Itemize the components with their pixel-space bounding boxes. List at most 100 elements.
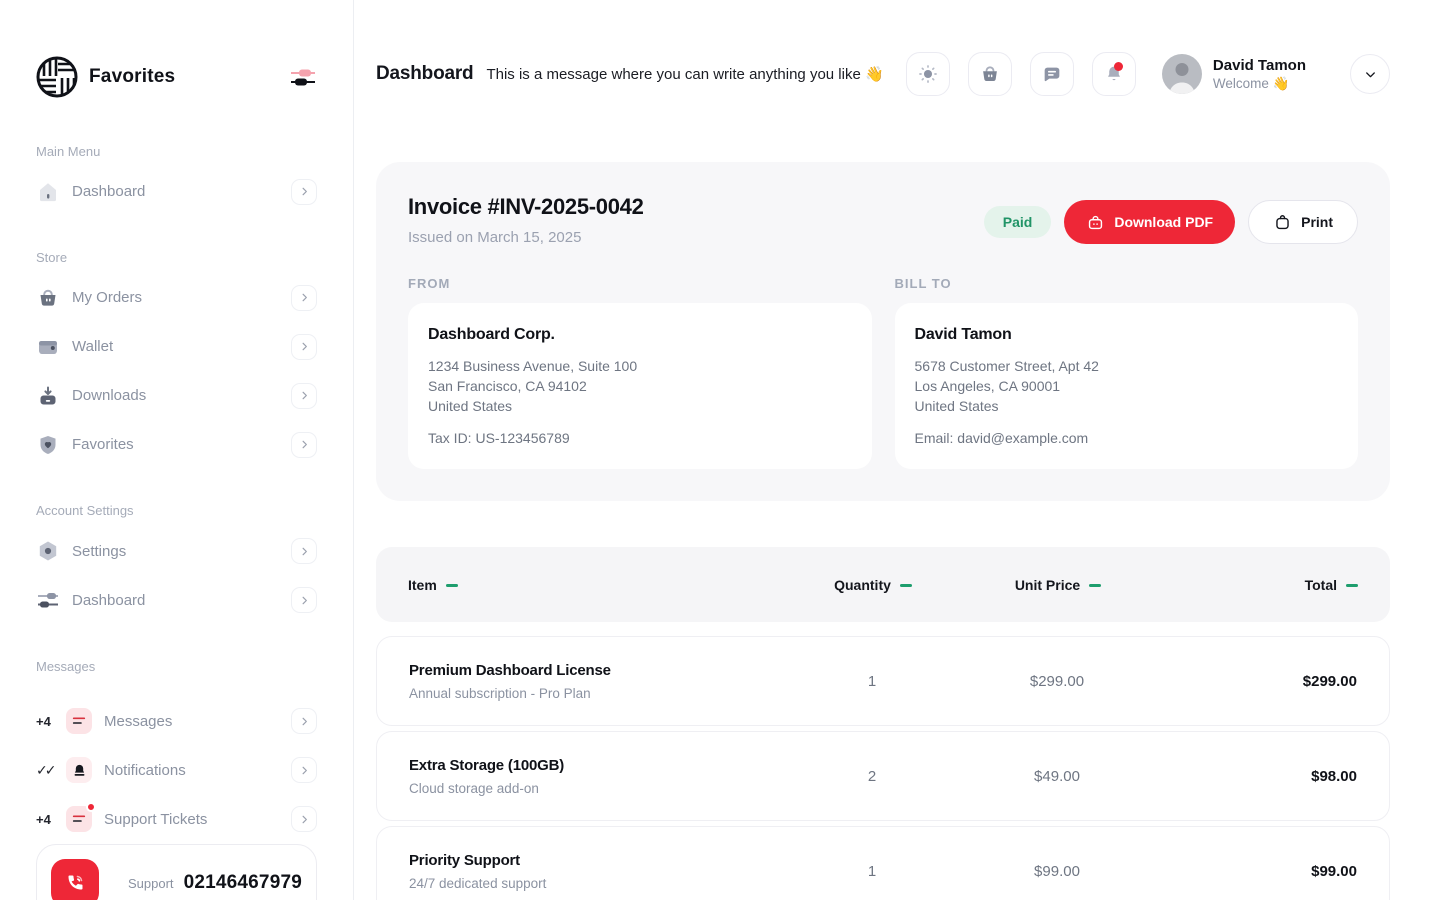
chevron-right-icon[interactable]: [291, 284, 317, 311]
bill-to-name: David Tamon: [914, 326, 1012, 343]
chevron-right-icon[interactable]: [291, 708, 317, 735]
notification-dot: [1113, 62, 1123, 71]
notifications-button[interactable]: [1091, 52, 1136, 96]
sidebar: Favorites Main Menu Dashboard: [0, 0, 354, 900]
item-name: Extra Storage (100GB): [409, 756, 565, 774]
bill-to-label: BILL TO: [894, 276, 952, 291]
download-pdf-button[interactable]: Download PDF: [1064, 200, 1236, 244]
support-card[interactable]: Support 02146467979: [36, 844, 317, 900]
bill-to-email: Email: david@example.com: [914, 430, 1089, 446]
invoice-header: Invoice #INV-2025-0042 Issued on March 1…: [408, 194, 1358, 246]
topbar-actions: David Tamon Welcome 👋: [905, 52, 1390, 96]
message-icon: [1044, 67, 1060, 82]
sidebar-item-my-orders[interactable]: My Orders: [36, 284, 317, 311]
sidebar-item-label: Support Tickets: [104, 810, 208, 828]
sidebar-item-notifications[interactable]: ✓✓ Notifications: [36, 757, 317, 784]
sidebar-item-label: Favorites: [72, 436, 134, 454]
bell-icon: [66, 757, 92, 784]
sidebar-item-dashboard[interactable]: Dashboard: [36, 178, 317, 205]
gear-icon: [36, 539, 60, 563]
chevron-right-icon[interactable]: [291, 538, 317, 565]
sidebar-item-label: Dashboard: [72, 591, 146, 609]
chevron-right-icon[interactable]: [291, 382, 317, 409]
item-description: Cloud storage add-on: [409, 780, 539, 796]
column-header-total[interactable]: Total: [1178, 577, 1358, 593]
item-name: Priority Support: [409, 851, 520, 869]
sidebar-item-label: Settings: [72, 542, 127, 560]
sort-dash-icon: [1089, 583, 1102, 587]
invoice-actions: Paid Download PDF: [983, 200, 1358, 244]
brand-row: Favorites: [36, 56, 317, 98]
user-welcome: Welcome 👋: [1212, 75, 1290, 91]
table-row[interactable]: Premium Dashboard License Annual subscri…: [376, 636, 1390, 726]
sidebar-item-label: My Orders: [72, 289, 143, 307]
user-avatar[interactable]: [1161, 54, 1202, 94]
sidebar-item-support-tickets[interactable]: +4 Support Tickets: [36, 802, 317, 833]
sidebar-item-downloads[interactable]: Downloads: [36, 382, 317, 409]
phone-icon: [51, 859, 99, 900]
item-description: Annual subscription - Pro Plan: [409, 685, 591, 701]
sort-dash-icon: [1346, 583, 1358, 587]
sidebar-item-label: Dashboard: [72, 183, 146, 201]
sidebar-item-label: Wallet: [72, 338, 114, 356]
page-title: Dashboard: [376, 63, 474, 84]
chevron-right-icon[interactable]: [291, 587, 317, 614]
chevron-right-icon[interactable]: [291, 431, 317, 458]
download-pdf-label: Download PDF: [1114, 214, 1214, 230]
messages-button[interactable]: [1029, 52, 1074, 96]
sidebar-item-settings[interactable]: Settings: [36, 537, 317, 565]
bill-to-address-line: United States: [914, 398, 999, 414]
table-row[interactable]: Extra Storage (100GB) Cloud storage add-…: [376, 731, 1390, 821]
sidebar-item-wallet[interactable]: Wallet: [36, 333, 317, 360]
chevron-right-icon[interactable]: [291, 178, 317, 205]
item-name: Premium Dashboard License: [409, 661, 611, 679]
sidebar-collapse-sliders-icon[interactable]: [289, 65, 317, 89]
main-content: Dashboard This is a message where you ca…: [354, 0, 1440, 900]
tickets-count-badge: +4: [36, 811, 51, 827]
sidebar-item-label: Notifications: [104, 761, 186, 779]
read-checkmarks: ✓✓: [36, 761, 56, 778]
sidebar-item-favorites[interactable]: Favorites: [36, 431, 317, 458]
from-section: FROM Dashboard Corp. 1234 Business Avenu…: [408, 276, 872, 469]
item-total: $299.00: [1302, 672, 1357, 690]
sidebar-item-dashboard-settings[interactable]: Dashboard: [36, 587, 317, 614]
column-header-quantity[interactable]: Quantity: [808, 577, 938, 593]
print-button[interactable]: Print: [1248, 200, 1358, 244]
item-quantity: 1: [867, 862, 877, 880]
home-icon: [36, 180, 60, 204]
topbar: Dashboard This is a message where you ca…: [376, 48, 1390, 100]
sidebar-item-messages[interactable]: +4 Messages: [36, 708, 317, 735]
item-description: 24/7 dedicated support: [409, 875, 547, 891]
from-address-line: United States: [428, 398, 513, 414]
from-label: FROM: [408, 276, 451, 291]
invoice-title: Invoice #INV-2025-0042: [408, 194, 644, 219]
from-tax-id: Tax ID: US-123456789: [428, 430, 570, 446]
basket-icon: [983, 66, 997, 81]
section-label-messages: Messages: [36, 658, 96, 674]
sort-dash-icon: [445, 583, 458, 587]
download-icon: [36, 384, 60, 408]
invoice-issued-date: Issued on March 15, 2025: [408, 229, 582, 246]
sidebar-item-label: Messages: [104, 712, 173, 730]
print-label: Print: [1301, 214, 1333, 230]
section-label-account-settings: Account Settings: [36, 503, 134, 519]
brand-logo-icon: [36, 56, 78, 98]
sidebar-item-label: Downloads: [72, 387, 147, 405]
basket-icon: [36, 286, 60, 310]
item-total: $99.00: [1311, 862, 1357, 880]
messages-count-badge: +4: [36, 713, 51, 729]
item-quantity: 2: [867, 767, 877, 785]
chevron-right-icon[interactable]: [291, 333, 317, 360]
chevron-right-icon[interactable]: [291, 757, 317, 784]
orders-basket-button[interactable]: [967, 52, 1012, 96]
table-row[interactable]: Priority Support 24/7 dedicated support …: [376, 826, 1390, 900]
from-card: Dashboard Corp. 1234 Business Avenue, Su…: [408, 303, 872, 469]
theme-toggle-button[interactable]: [905, 52, 950, 96]
page-message: This is a message where you can write an…: [486, 66, 884, 83]
column-header-item[interactable]: Item: [408, 577, 808, 593]
chevron-right-icon[interactable]: [291, 806, 317, 833]
chevron-down-icon: [1365, 71, 1375, 77]
user-menu-chevron-button[interactable]: [1350, 54, 1390, 94]
column-header-unit-price[interactable]: Unit Price: [938, 577, 1178, 593]
